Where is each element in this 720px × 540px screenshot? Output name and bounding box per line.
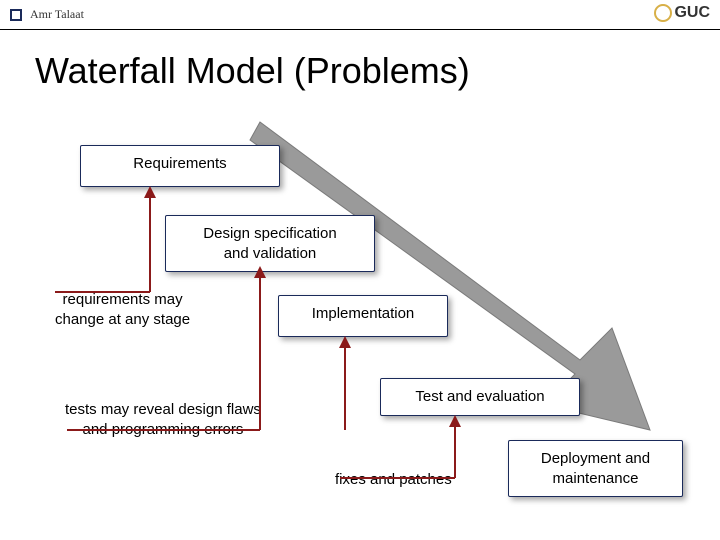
annotation-fixes: fixes and patches	[335, 470, 452, 490]
annotation-tests_reveal: tests may reveal design flawsand program…	[65, 400, 261, 439]
annotation-req_change: requirements maychange at any stage	[55, 290, 190, 329]
